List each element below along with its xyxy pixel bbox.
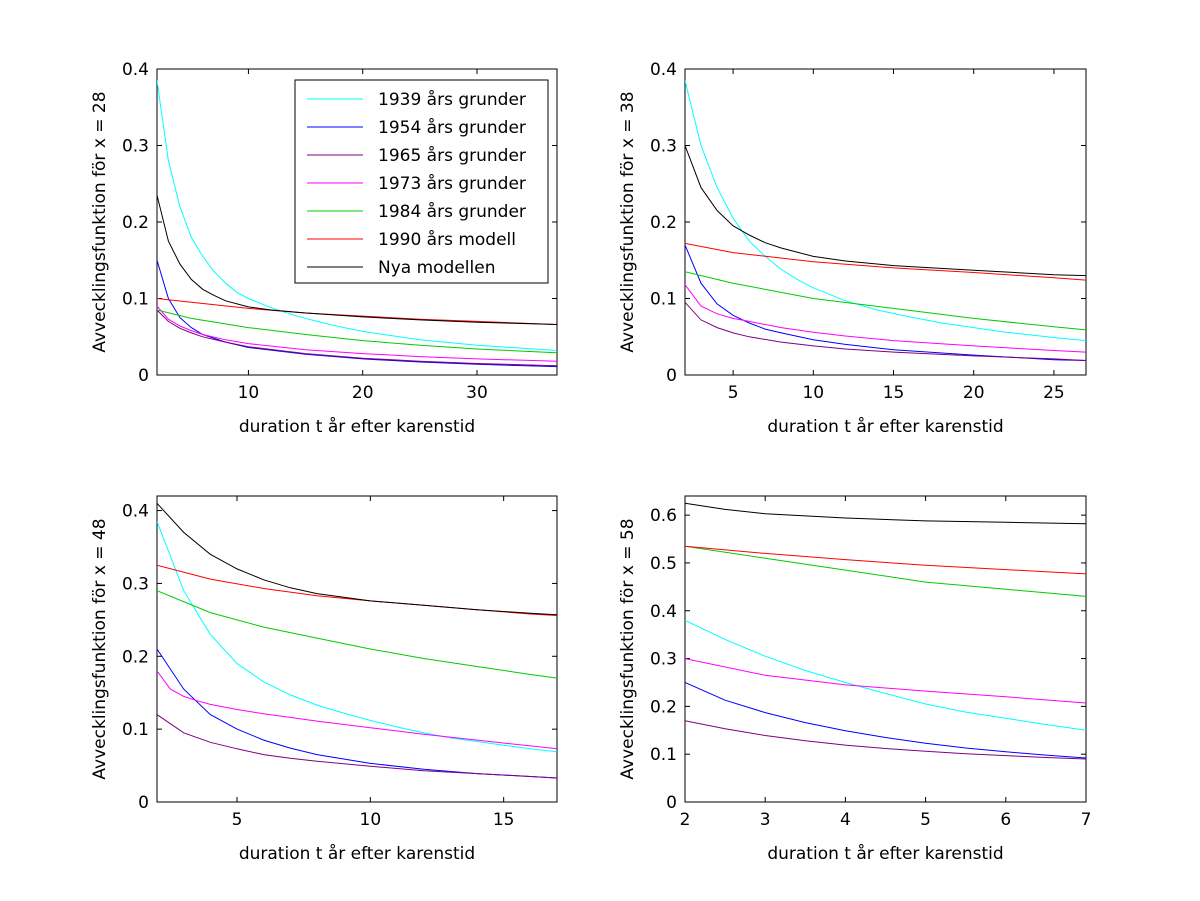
series-line (685, 80, 1086, 342)
y-tick-label: 0.3 (650, 650, 677, 670)
legend-entry: 1984 års grunder (378, 201, 526, 222)
y-tick-label: 0.1 (650, 745, 677, 765)
series-line (157, 309, 557, 354)
x-tick-label: 4 (840, 810, 851, 830)
legend-entry: 1954 års grunder (378, 117, 526, 138)
series-line (685, 619, 1086, 731)
x-tick-label: 10 (238, 383, 260, 403)
series-line (685, 720, 1086, 760)
x-tick-label: 5 (232, 810, 243, 830)
y-tick-label: 0.3 (122, 137, 149, 157)
legend-entry: 1965 års grunder (378, 145, 526, 166)
series-line (157, 195, 557, 325)
axes-box (156, 495, 558, 803)
y-tick-label: 0.2 (650, 213, 677, 233)
series-line (157, 305, 557, 362)
axes-box (684, 68, 1087, 376)
x-tick-label: 7 (1081, 810, 1092, 830)
series-line (685, 244, 1086, 361)
x-tick-label: 10 (802, 383, 824, 403)
y-axis-label: Avvecklingsfunktion för x = 48 (90, 518, 110, 779)
y-tick-label: 0 (666, 366, 677, 386)
series-line (157, 309, 557, 367)
x-tick-label: 5 (920, 810, 931, 830)
x-axis-label: duration t år efter karenstid (767, 416, 1003, 437)
y-tick-label: 0.6 (650, 506, 677, 526)
series-group (685, 502, 1086, 760)
y-tick-label: 0.4 (122, 502, 149, 522)
series-line (685, 658, 1086, 704)
axes-box (684, 495, 1087, 803)
subplot-2: 5 10 15 20 25 0 0.1 0.2 0.3 0.4 duration t år efte… (618, 60, 1087, 437)
x-tick-label: 10 (360, 810, 382, 830)
legend-box (294, 79, 549, 284)
x-axis-label: duration t år efter karenstid (767, 843, 1003, 864)
y-axis-label: Avvecklingsfunktion för x = 28 (90, 91, 110, 352)
legend: 1939 års grunder 1954 års grunder 1965 års… (294, 79, 549, 284)
legend-entry: 1973 års grunder (378, 173, 526, 194)
series-line (685, 545, 1086, 575)
legend-entry: 1990 års modell (378, 229, 516, 250)
y-tick-label: 0.5 (650, 554, 677, 574)
series-line (685, 682, 1086, 759)
series-line (685, 271, 1086, 331)
x-tick-label: 5 (728, 383, 739, 403)
y-axis-label: Avvecklingsfunktion för x = 38 (618, 91, 638, 352)
x-tick-label: 3 (760, 810, 771, 830)
y-tick-label: 0.1 (122, 720, 149, 740)
y-tick-label: 0.2 (122, 213, 149, 233)
x-axis-label: duration t år efter karenstid (239, 416, 475, 437)
y-tick-label: 0 (138, 793, 149, 813)
series-line (685, 301, 1086, 361)
series-line (157, 590, 557, 679)
y-tick-label: 0.3 (122, 574, 149, 594)
y-tick-label: 0.1 (122, 290, 149, 310)
x-tick-label: 20 (352, 383, 374, 403)
y-tick-label: 0.4 (650, 602, 677, 622)
y-axis-label: Avvecklingsfunktion för x = 58 (618, 518, 638, 779)
y-tick-label: 0.3 (650, 137, 677, 157)
x-axis-label: duration t år efter karenstid (239, 843, 475, 864)
series-line (685, 545, 1086, 597)
x-tick-label: 15 (883, 383, 905, 403)
series-group (685, 80, 1086, 361)
subplot-1: 10 20 30 0 0.1 0.2 0.3 0.4 duration t år efter k… (90, 60, 558, 437)
y-tick-label: 0.2 (122, 647, 149, 667)
series-line (685, 502, 1086, 525)
series-line (157, 502, 557, 616)
y-tick-label: 0 (666, 793, 677, 813)
series-group (157, 502, 557, 779)
series-line (157, 714, 557, 779)
x-tick-label: 30 (466, 383, 488, 403)
series-line (685, 242, 1086, 281)
subplot-4: 2 3 4 5 6 7 0 0.1 0.2 0.3 0.4 0.5 0.6 duration t år e… (618, 495, 1092, 864)
series-line (157, 670, 557, 750)
subplot-3: 5 10 15 0 0.1 0.2 0.3 0.4 duration t år efter ka… (90, 495, 558, 864)
y-tick-label: 0 (138, 366, 149, 386)
series-line (685, 284, 1086, 353)
y-tick-label: 0.2 (650, 697, 677, 717)
series-group (157, 80, 557, 368)
x-tick-label: 2 (680, 810, 691, 830)
x-tick-label: 6 (1000, 810, 1011, 830)
legend-entry: 1939 års grunder (378, 89, 526, 110)
y-tick-label: 0.1 (650, 290, 677, 310)
x-tick-label: 25 (1043, 383, 1065, 403)
legend-entry: Nya modellen (378, 258, 496, 278)
series-line (157, 521, 557, 753)
x-tick-label: 15 (493, 810, 515, 830)
series-line (685, 145, 1086, 277)
x-tick-label: 20 (963, 383, 985, 403)
y-tick-label: 0.4 (650, 60, 677, 80)
series-line (157, 80, 557, 351)
y-tick-label: 0.4 (122, 60, 149, 80)
